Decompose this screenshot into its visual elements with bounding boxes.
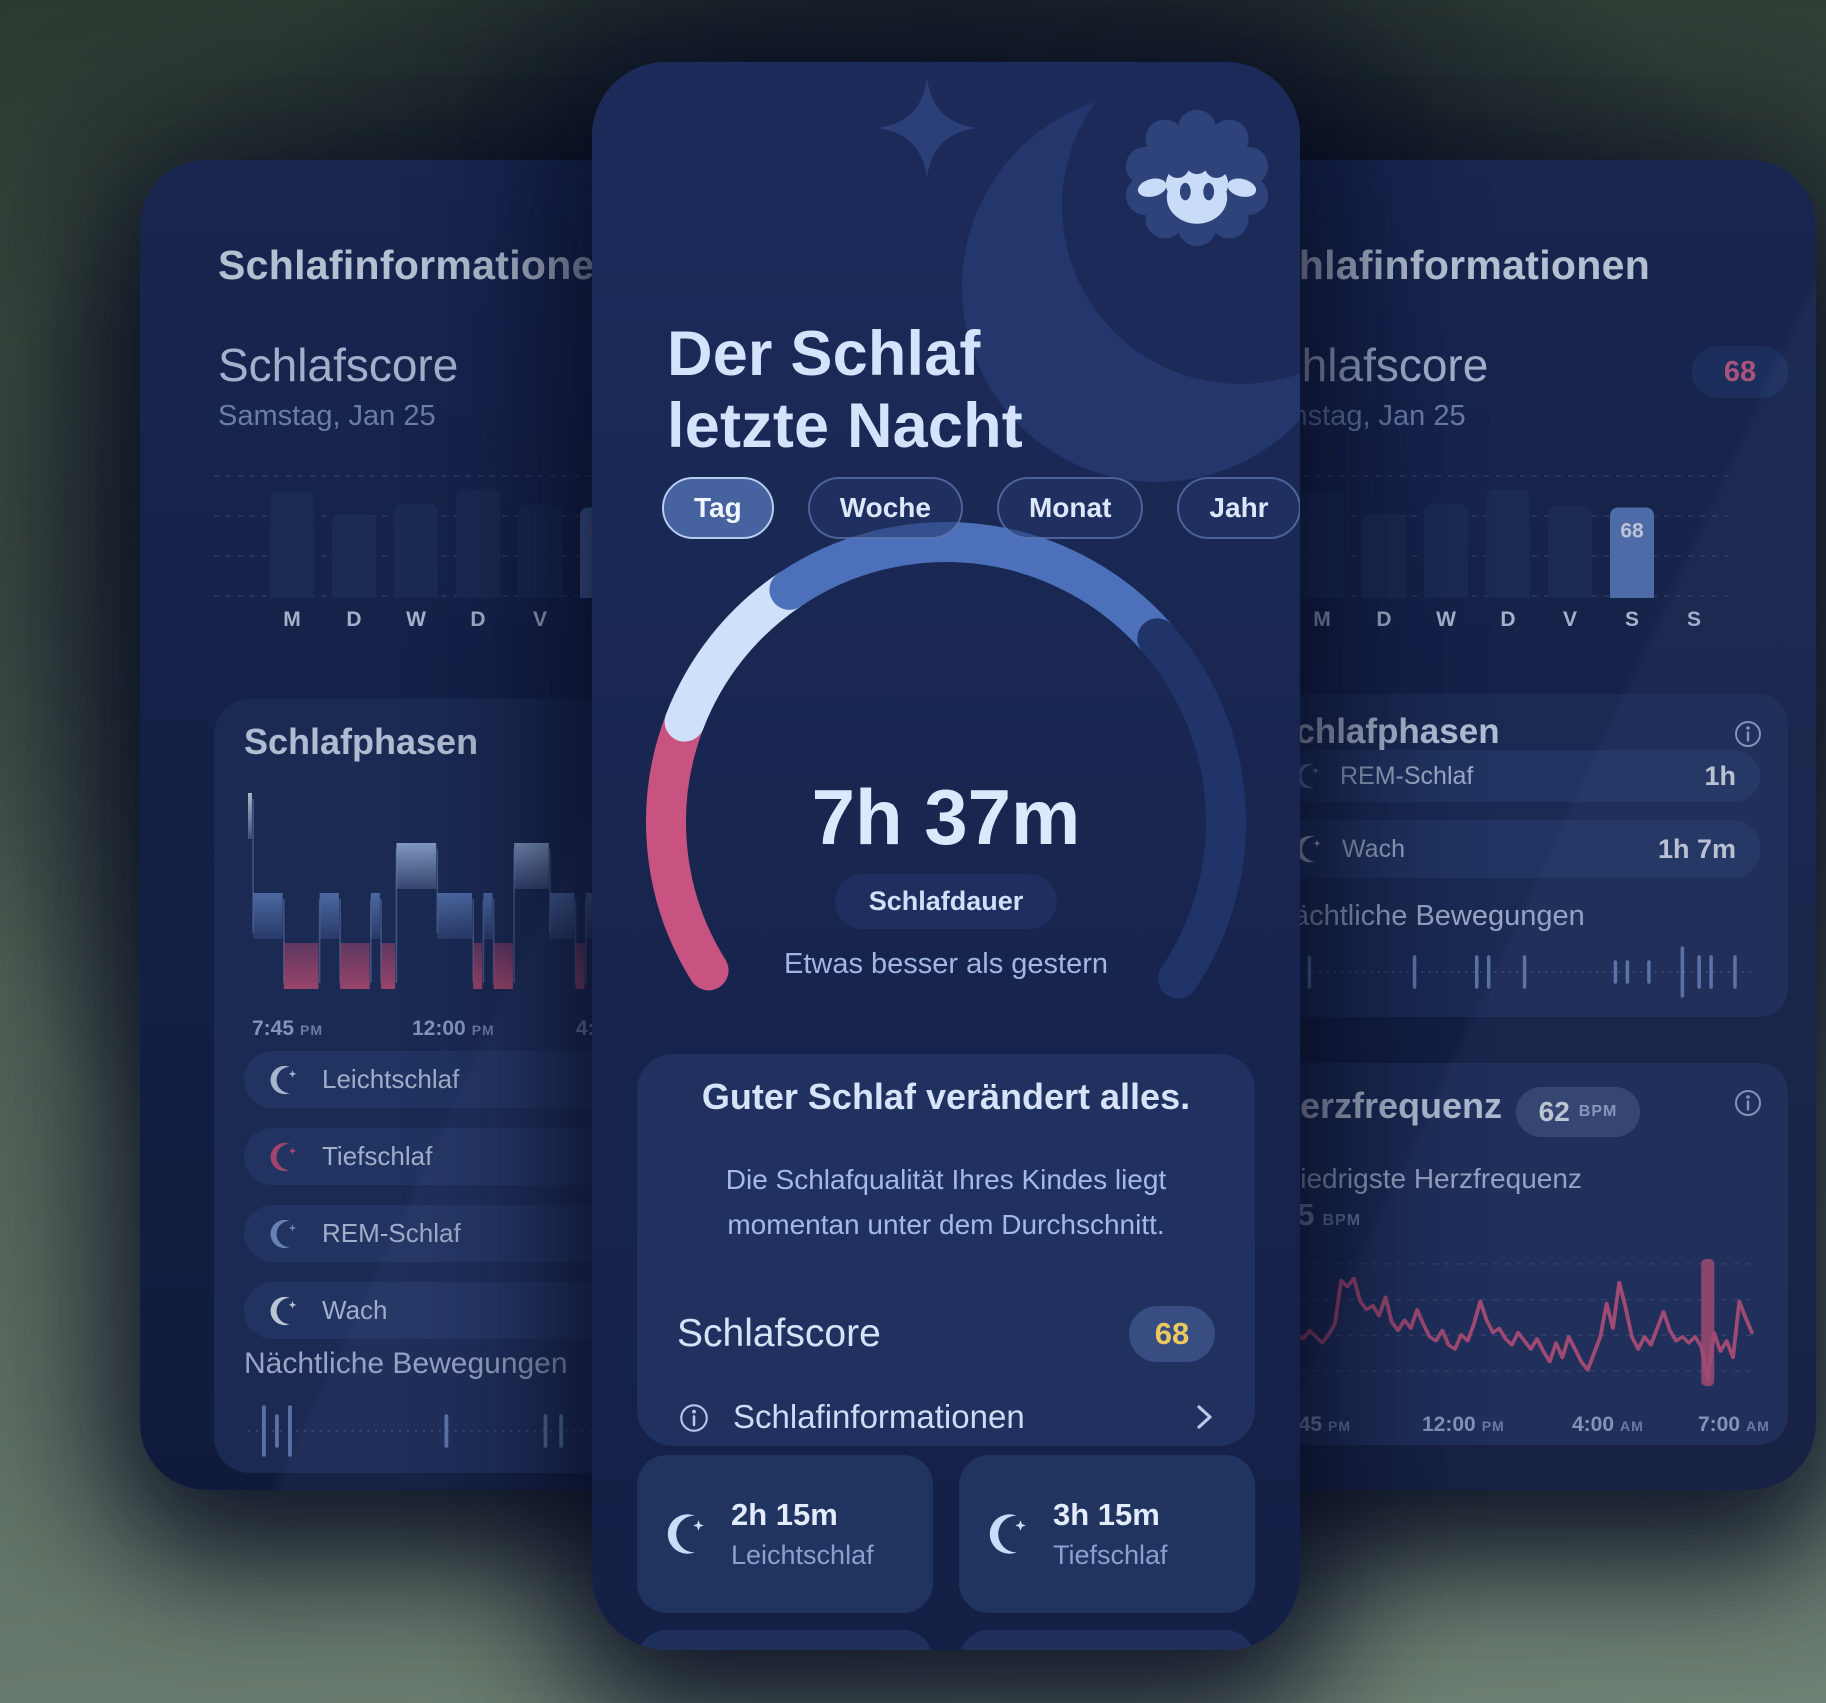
chevron-right-icon [1195,1401,1215,1433]
legend-label: REM-Schlaf [322,1218,461,1248]
tab-tag[interactable]: Tag [662,477,774,539]
phase-label: REM-Schlaf [1340,761,1474,790]
svg-text:V: V [533,608,547,631]
heart-rate-card: Herzfrequenz 62 BPM Niedrigste Herzfrequ… [1244,1063,1788,1445]
card-body: Die Schlafqualität Ihres Kindes liegt mo… [725,1164,1167,1240]
bpm-badge: 62 BPM [1516,1087,1640,1137]
tab-jahr[interactable]: Jahr [1177,477,1300,539]
legend-label: Wach [322,1295,388,1325]
svg-text:D: D [1500,608,1515,631]
heart-rate-chart [1272,1235,1760,1405]
svg-text:V: V [1563,608,1577,631]
tab-woche[interactable]: Woche [807,477,963,539]
partial-tiles-row [637,1630,1255,1650]
tile-label: Tiefschlaf [1053,1540,1168,1570]
moon-icon [270,1142,300,1172]
phase-duration: 1h 7m [1657,833,1736,864]
score-section-date: Samstag, Jan 25 [218,400,436,432]
list-item-rem-schlaf: REM-Schlaf 1h [1272,750,1760,802]
time-axis: 7:45 PM 12:00 PM 4:00 AM 7:00 AM [1280,1413,1769,1439]
movements-title: Nächtliche Bewegungen [1272,900,1585,932]
svg-text:S: S [1625,608,1639,631]
time-label: 12:00 PM [1422,1413,1505,1436]
gauge-subtitle: Etwas besser als gestern [784,948,1108,980]
stat-tile-leichtschlaf[interactable]: 2h 15m Leichtschlaf [637,1455,933,1613]
legend-label: Tiefschlaf [322,1141,433,1171]
card-title: Herzfrequenz [1274,1085,1503,1126]
tile-label: Leichtschlaf [731,1540,874,1570]
score-section-title: Schlafscore [218,339,459,391]
bpm-unit: BPM [1578,1103,1618,1120]
svg-text:W: W [1436,608,1456,631]
tab-monat[interactable]: Monat [996,477,1144,539]
card-title: Guter Schlaf verändert alles. [701,1076,1191,1117]
score-badge: 68 [1692,346,1788,398]
link-label: Schlafinformationen [733,1398,1025,1435]
page-title: Schlafinformationen [218,242,621,288]
sleep-duration-badge: Schlafdauer [834,874,1058,929]
phase-stat-tiles: 2h 15m Leichtschlaf 3h 15m Tiefschlaf [637,1455,1255,1613]
card-title: Schlafphasen [244,721,479,762]
time-label: 7:45 PM [252,1017,324,1040]
tile-value: 2h 15m [731,1497,838,1532]
legend-label: Leichtschlaf [322,1064,460,1094]
moon-icon [989,1513,1031,1555]
moon-icon [270,1296,300,1326]
tile-value: 3h 15m [1053,1497,1160,1532]
svg-text:D: D [1376,608,1391,631]
page-title: Schlafinformationen [1248,242,1651,288]
moon-icon [667,1513,709,1555]
list-item-wach: Wach 1h 7m [1272,820,1760,878]
svg-text:68: 68 [1620,520,1644,543]
time-label: 7:00 AM [1698,1413,1770,1436]
svg-text:M: M [1313,608,1331,631]
stat-tile-partial [959,1630,1255,1650]
phase-label: Wach [1342,834,1405,863]
time-label: 12:00 PM [412,1017,495,1040]
moon-icon [270,1219,300,1249]
score-row: Schlafscore 68 [677,1306,1215,1362]
sleep-phases-card: Schlafphasen REM-Schlaf 1h Wach 1h 7m Nä… [1244,694,1788,1017]
bpm-value: 62 [1538,1096,1570,1127]
phase-duration-list: REM-Schlaf 1h Wach 1h 7m [1272,750,1760,878]
stat-tile-tiefschlaf[interactable]: 3h 15m Tiefschlaf [959,1455,1255,1613]
svg-text:M: M [283,608,301,631]
score-badge: 68 [1129,1306,1215,1362]
lowest-hr-label: Niedrigste Herzfrequenz [1280,1163,1582,1194]
phone-center-screen: Der Schlaf letzte Nacht Tag Woche Monat … [592,62,1300,1650]
sleep-quality-card: Guter Schlaf verändert alles. Die Schlaf… [637,1054,1255,1446]
movements-title: Nächtliche Bewegungen [244,1347,568,1380]
info-icon [677,1401,709,1433]
info-icon[interactable] [1732,1087,1764,1119]
movements-tick-chart [1272,940,1758,1004]
sleep-duration-value: 7h 37m [811,773,1081,861]
score-label: Schlafscore [677,1312,881,1355]
weekly-score-bar-chart: M D W D V 68 S S [1236,458,1736,633]
sheep-icon [1122,104,1272,255]
svg-text:W: W [406,608,426,631]
info-icon[interactable] [1732,718,1764,750]
page-title: Der Schlaf letzte Nacht [667,319,1023,461]
star-icon [877,78,977,183]
stat-tile-partial [637,1630,933,1650]
sleep-info-link[interactable]: Schlafinformationen [677,1398,1215,1436]
card-title: Schlafphasen [1272,712,1500,751]
phase-duration: 1h [1704,760,1736,791]
moon-icon [1296,835,1324,863]
svg-text:S: S [1687,608,1701,631]
moon-icon [270,1065,300,1095]
svg-text:D: D [470,608,485,631]
svg-text:D: D [346,608,361,631]
period-tabs: Tag Woche Monat Jahr [662,477,1300,539]
